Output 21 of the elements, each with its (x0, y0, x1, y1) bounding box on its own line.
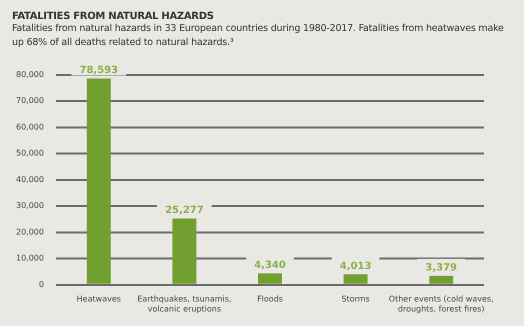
y-tick-label: 10,000 (16, 254, 44, 263)
y-tick-label: 0 (38, 280, 44, 289)
y-tick-label: 40,000 (16, 174, 44, 184)
y-tick-label: 50,000 (16, 148, 44, 158)
y-tick-label: 80,000 (16, 70, 44, 79)
x-tick-label: Heatwaves (76, 294, 121, 304)
data-label: 78,593 (79, 65, 118, 76)
chart-title: FATALITIES FROM NATURAL HAZARDS (12, 11, 215, 22)
x-tick-label: Storms (341, 294, 370, 304)
data-label: 4,013 (340, 260, 372, 272)
data-label: 3,379 (425, 262, 458, 274)
data-label: 4,340 (254, 260, 286, 271)
y-tick-label: 60,000 (16, 122, 44, 132)
y-tick-label: 20,000 (16, 227, 44, 236)
y-tick-label: 30,000 (16, 201, 44, 210)
data-label: 25,277 (165, 205, 204, 216)
chart-subtitle: Fatalities from natural hazards in 33 European countries during 1980-2017. Fatalities from heatwaves make up 68% of all deaths related to natural hazards.³ (12, 22, 505, 50)
y-tick-label: 70,000 (16, 96, 44, 106)
x-tick-label: Other events (cold waves, droughts, forest fires) (388, 294, 494, 314)
x-tick-label: Earthquakes, tsunamis, volcanic eruptions (137, 294, 232, 314)
x-tick-label: Floods (257, 294, 283, 304)
